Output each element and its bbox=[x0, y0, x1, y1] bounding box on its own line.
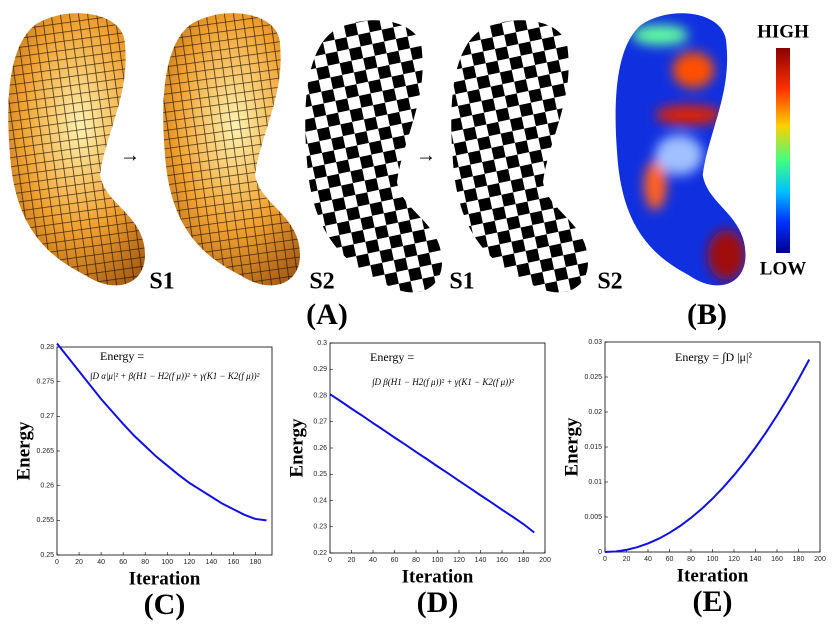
y-tick-label: 0.24 bbox=[313, 497, 327, 504]
x-tick-label: 140 bbox=[750, 556, 762, 563]
x-axis-label: Iteration bbox=[129, 568, 201, 589]
y-axis-label: Energy bbox=[286, 418, 307, 478]
page: {"figure": {"surface_labels": ["S1", "S2… bbox=[0, 0, 835, 628]
surface-label: S1 bbox=[449, 269, 474, 295]
panel-label: (D) bbox=[417, 586, 459, 619]
colorbar-low: LOW bbox=[760, 258, 806, 279]
panel-label: (A) bbox=[306, 298, 348, 331]
x-tick-label: 20 bbox=[75, 559, 83, 566]
x-tick-label: 100 bbox=[161, 559, 173, 566]
y-tick-label: 0.25 bbox=[40, 552, 54, 559]
y-tick-label: 0.28 bbox=[40, 344, 54, 351]
arrow: → bbox=[416, 145, 436, 167]
x-tick-label: 140 bbox=[206, 559, 218, 566]
x-tick-label: 120 bbox=[728, 556, 740, 563]
y-tick-label: 0.26 bbox=[40, 483, 54, 490]
panel-label: (B) bbox=[687, 298, 727, 331]
x-axis-label: Iteration bbox=[677, 565, 749, 586]
surface-label: S2 bbox=[597, 269, 622, 295]
x-tick-label: 0 bbox=[55, 559, 59, 566]
x-tick-label: 0 bbox=[328, 557, 332, 564]
x-tick-label: 20 bbox=[348, 557, 356, 564]
x-tick-label: 160 bbox=[496, 557, 508, 564]
mesh-surface bbox=[150, 5, 320, 305]
x-tick-label: 160 bbox=[228, 559, 240, 566]
y-tick-label: 0.22 bbox=[313, 550, 327, 557]
x-axis-label: Iteration bbox=[402, 566, 474, 587]
x-tick-label: 80 bbox=[141, 559, 149, 566]
y-tick-label: 0.26 bbox=[313, 445, 327, 452]
x-tick-label: 80 bbox=[687, 556, 695, 563]
x-tick-label: 120 bbox=[453, 557, 465, 564]
x-tick-label: 40 bbox=[369, 557, 377, 564]
checker-surface bbox=[292, 12, 462, 312]
y-tick-label: 0.27 bbox=[313, 419, 327, 426]
y-tick-label: 0.025 bbox=[584, 374, 602, 381]
x-tick-label: 60 bbox=[666, 556, 674, 563]
x-tick-label: 180 bbox=[793, 556, 805, 563]
y-tick-label: 0.02 bbox=[588, 409, 602, 416]
surface-images: HIGH LOW → → S1 S2 S1 S2 (A) (B) bbox=[0, 5, 809, 331]
x-tick-label: 200 bbox=[814, 556, 826, 563]
y-tick-label: 0.01 bbox=[588, 479, 602, 486]
annotation: Energy = bbox=[100, 349, 144, 363]
y-tick-label: 0.005 bbox=[584, 514, 602, 521]
x-tick-label: 120 bbox=[183, 559, 195, 566]
annotation: ∫D α|μ|² + β(H1 − H2(f μ))² + γ(K1 − K2(… bbox=[89, 371, 260, 382]
mesh-surface bbox=[0, 5, 165, 305]
annotation: Energy = ∫D |μ|² bbox=[675, 350, 752, 364]
x-tick-label: 200 bbox=[539, 557, 551, 564]
annotation: Energy = bbox=[370, 350, 414, 364]
x-tick-label: 100 bbox=[432, 557, 444, 564]
x-tick-label: 60 bbox=[391, 557, 399, 564]
x-tick-label: 0 bbox=[603, 556, 607, 563]
x-tick-label: 180 bbox=[250, 559, 262, 566]
y-tick-label: 0.27 bbox=[40, 413, 54, 420]
x-tick-label: 40 bbox=[644, 556, 652, 563]
panel-label: (C) bbox=[144, 588, 186, 621]
x-tick-label: 60 bbox=[119, 559, 127, 566]
surface-label: S2 bbox=[309, 269, 334, 295]
y-tick-label: 0.25 bbox=[313, 471, 327, 478]
y-axis-label: Energy bbox=[561, 417, 582, 477]
y-tick-label: 0.28 bbox=[313, 392, 327, 399]
arrow: → bbox=[120, 145, 140, 167]
surface-label: S1 bbox=[149, 269, 174, 295]
panel-label: (E) bbox=[693, 585, 733, 618]
checker-surface bbox=[438, 12, 608, 312]
x-tick-label: 140 bbox=[475, 557, 487, 564]
y-axis-label: Energy bbox=[13, 421, 34, 481]
y-tick-label: 0 bbox=[598, 549, 602, 556]
y-tick-label: 0.255 bbox=[36, 517, 54, 524]
x-tick-label: 40 bbox=[97, 559, 105, 566]
plot-frame bbox=[605, 342, 820, 552]
y-tick-label: 0.3 bbox=[317, 340, 327, 347]
y-tick-label: 0.03 bbox=[588, 339, 602, 346]
x-tick-label: 80 bbox=[412, 557, 420, 564]
plot-frame bbox=[330, 343, 545, 553]
x-tick-label: 100 bbox=[707, 556, 719, 563]
y-tick-label: 0.275 bbox=[36, 379, 54, 386]
colorbar-high: HIGH bbox=[757, 21, 809, 42]
y-tick-label: 0.265 bbox=[36, 448, 54, 455]
figure: HIGH LOW → → S1 S2 S1 S2 (A) (B) 0.25 0.2… bbox=[0, 0, 835, 628]
y-tick-label: 0.015 bbox=[584, 444, 602, 451]
x-tick-label: 160 bbox=[771, 556, 783, 563]
x-tick-label: 180 bbox=[518, 557, 530, 564]
annotation: ∫D β(H1 − H2(f μ))² + γ(K1 − K2(f μ))² bbox=[371, 377, 514, 388]
x-tick-label: 20 bbox=[623, 556, 631, 563]
heatmap-surface bbox=[603, 5, 765, 305]
y-tick-label: 0.29 bbox=[313, 366, 327, 373]
colorbar bbox=[776, 48, 790, 253]
y-tick-label: 0.23 bbox=[313, 524, 327, 531]
